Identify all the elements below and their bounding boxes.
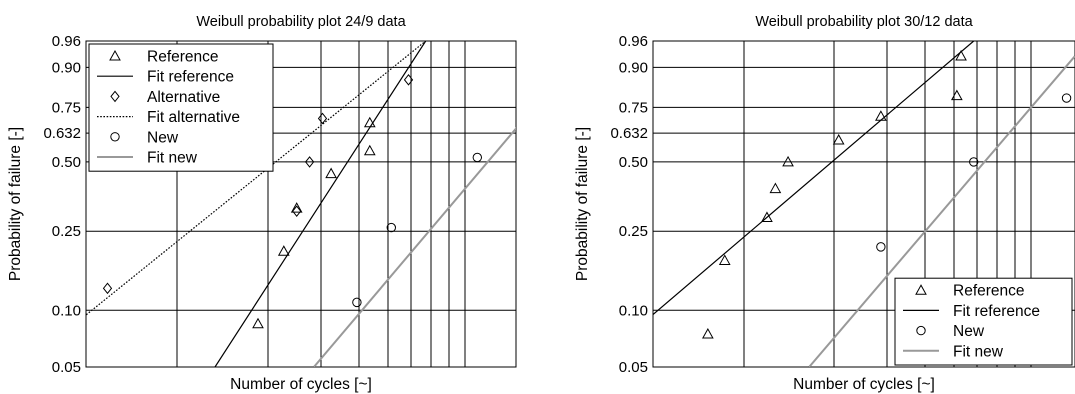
y-tick-label: 0.90 <box>619 59 648 76</box>
legend-marker-diamond <box>110 90 120 103</box>
data-point-triangle <box>325 167 337 179</box>
data-point-circle <box>1061 93 1072 103</box>
y-tick-label: 0.75 <box>52 99 81 116</box>
plot-area <box>653 41 1075 367</box>
data-point-triangle <box>718 254 731 265</box>
data-point-triangle <box>702 327 714 339</box>
legend-marker-triangle <box>109 49 121 61</box>
legend-label: Reference <box>953 283 1025 300</box>
legend-label: Reference <box>147 49 219 66</box>
data-point-triangle <box>955 50 967 61</box>
chart-panel-2: Weibull probability plot 30/12 data 0.05 0… <box>574 14 1075 393</box>
data-point-diamond <box>292 205 302 217</box>
data-point-triangle <box>290 202 303 213</box>
y-tick-label: 0.25 <box>52 223 81 240</box>
y-tick-label: 0.90 <box>52 59 81 76</box>
legend-label: New <box>953 323 985 340</box>
data-point-triangle <box>875 110 887 121</box>
y-tick-label: 0.25 <box>619 223 648 240</box>
data-point-circle <box>352 297 362 308</box>
legend-label: Fit reference <box>953 303 1040 320</box>
fit-line <box>313 127 516 367</box>
legend-label: Fit reference <box>147 69 234 86</box>
data-point-triangle <box>769 182 782 194</box>
plot-frame <box>652 40 1075 368</box>
fit-line <box>214 41 427 367</box>
legend-label: Fit alternative <box>147 109 240 126</box>
legend-marker-triangle <box>915 284 927 295</box>
legend-box <box>88 43 274 172</box>
fit-line <box>653 41 975 316</box>
legend-label: New <box>147 129 179 146</box>
y-tick-label: 0.10 <box>619 302 648 319</box>
y-tick-label: 0.75 <box>619 99 648 116</box>
legend-marker-circle <box>916 325 926 336</box>
data-point-diamond <box>102 282 113 295</box>
y-tick-label: 0.632 <box>610 125 648 142</box>
data-point-diamond <box>304 156 315 168</box>
legend-label: Fit new <box>953 343 1004 360</box>
fit-line <box>86 41 427 316</box>
data-point-circle <box>472 152 482 163</box>
legend-label: Fit new <box>147 150 198 167</box>
x-axis-label: Number of cycles [~] <box>230 376 372 393</box>
chart-title: Weibull probability plot 30/12 data <box>755 14 973 30</box>
plot-frame <box>85 40 517 368</box>
data-point-diamond <box>403 74 414 86</box>
fit-line <box>808 55 1075 367</box>
y-tick-label: 0.50 <box>52 154 81 171</box>
chart-title: Weibull probability plot 24/9 data <box>196 14 406 30</box>
y-tick-label: 0.50 <box>619 154 648 171</box>
data-point-circle <box>969 157 979 167</box>
y-tick-label: 0.96 <box>52 33 81 50</box>
data-point-triangle <box>761 211 773 222</box>
y-tick-label: 0.05 <box>52 359 81 376</box>
legend-label: Alternative <box>147 89 220 106</box>
legend-marker-circle <box>110 132 120 142</box>
y-axis-label: Probability of failure [-] <box>7 127 24 281</box>
data-point-triangle <box>832 133 845 145</box>
y-tick-label: 0.05 <box>619 359 648 376</box>
y-tick-label: 0.10 <box>52 302 81 319</box>
chart-panel-1: Weibull probability plot 24/9 data 0.05 0.… <box>7 14 517 393</box>
data-point-circle <box>386 222 396 233</box>
y-tick-label: 0.632 <box>43 125 81 142</box>
legend-box <box>894 277 1073 366</box>
data-point-triangle <box>277 245 290 256</box>
plot-area <box>86 41 516 367</box>
data-point-triangle <box>782 155 794 167</box>
x-axis-label: Number of cycles [~] <box>793 376 935 393</box>
data-point-triangle <box>363 144 376 156</box>
data-point-triangle <box>950 89 963 101</box>
data-point-triangle <box>252 317 264 329</box>
y-tick-label: 0.96 <box>619 33 648 50</box>
y-axis-label: Probability of failure [-] <box>574 127 591 281</box>
data-point-diamond <box>317 112 328 125</box>
legend: Reference Fit reference Alternative Fit alt… <box>88 43 274 172</box>
legend: Reference Fit reference New Fit new <box>894 277 1073 366</box>
data-point-circle <box>876 242 886 252</box>
